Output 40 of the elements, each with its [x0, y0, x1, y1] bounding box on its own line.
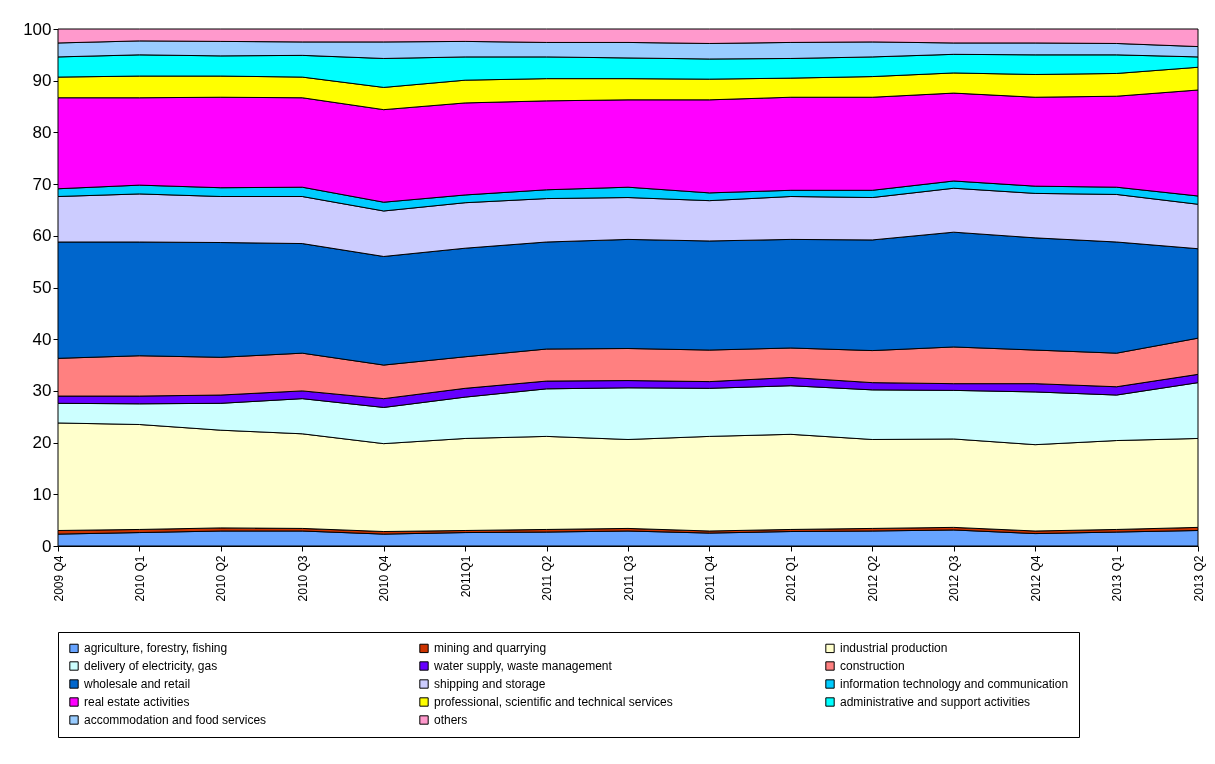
y-tick-label: 80: [32, 122, 52, 142]
legend-label: administrative and support activities: [840, 695, 1031, 709]
y-tick-label: 90: [32, 71, 52, 91]
x-tick-label: 2012 Q4: [1028, 555, 1043, 602]
x-tick-label: 2011 Q3: [621, 555, 636, 601]
y-tick-label: 20: [32, 433, 52, 453]
x-tick-label: 2009 Q4: [51, 555, 66, 602]
legend-label: delivery of electricity, gas: [84, 659, 218, 673]
legend-label: real estate activities: [84, 695, 190, 709]
y-tick-label: 100: [23, 19, 52, 39]
legend-label: industrial production: [840, 641, 948, 656]
y-tick-label: 10: [32, 484, 52, 504]
x-tick-label: 2011Q1: [458, 555, 473, 598]
x-tick-label: 2013 Q2: [1191, 555, 1206, 602]
legend-label: agriculture, forestry, fishing: [84, 641, 228, 656]
legend-label: others: [434, 713, 468, 727]
x-tick-label: 2011 Q2: [540, 555, 555, 601]
y-tick-label: 60: [32, 226, 52, 246]
legend-label: shipping and storage: [434, 677, 546, 691]
legend-label: construction: [840, 659, 905, 673]
legend-label: accommodation and food services: [84, 713, 267, 727]
x-tick-label: 2012 Q3: [947, 555, 962, 602]
x-tick-label: 2012 Q2: [865, 555, 880, 602]
y-tick-label: 0: [42, 536, 52, 556]
y-tick-label: 40: [32, 329, 52, 349]
y-tick-label: 70: [32, 174, 52, 194]
legend-label: wholesale and retail: [83, 677, 191, 691]
y-tick-label: 30: [32, 381, 52, 401]
x-tick-label: 2010 Q1: [132, 555, 147, 602]
x-tick-label: 2010 Q3: [295, 555, 310, 602]
x-tick-label: 2010 Q2: [214, 555, 229, 602]
x-tick-label: 2010 Q4: [377, 555, 392, 602]
y-tick-label: 50: [32, 278, 52, 297]
legend-label: mining and quarrying: [434, 641, 547, 656]
x-tick-label: 2011 Q4: [702, 555, 717, 601]
legend-label: information technology and communication: [840, 677, 1069, 691]
x-tick-label: 2012 Q1: [784, 555, 799, 602]
legend-label: water supply, waste management: [433, 659, 613, 673]
legend-label: professional, scientific and technical services: [434, 695, 673, 709]
x-tick-label: 2013 Q1: [1110, 555, 1125, 602]
